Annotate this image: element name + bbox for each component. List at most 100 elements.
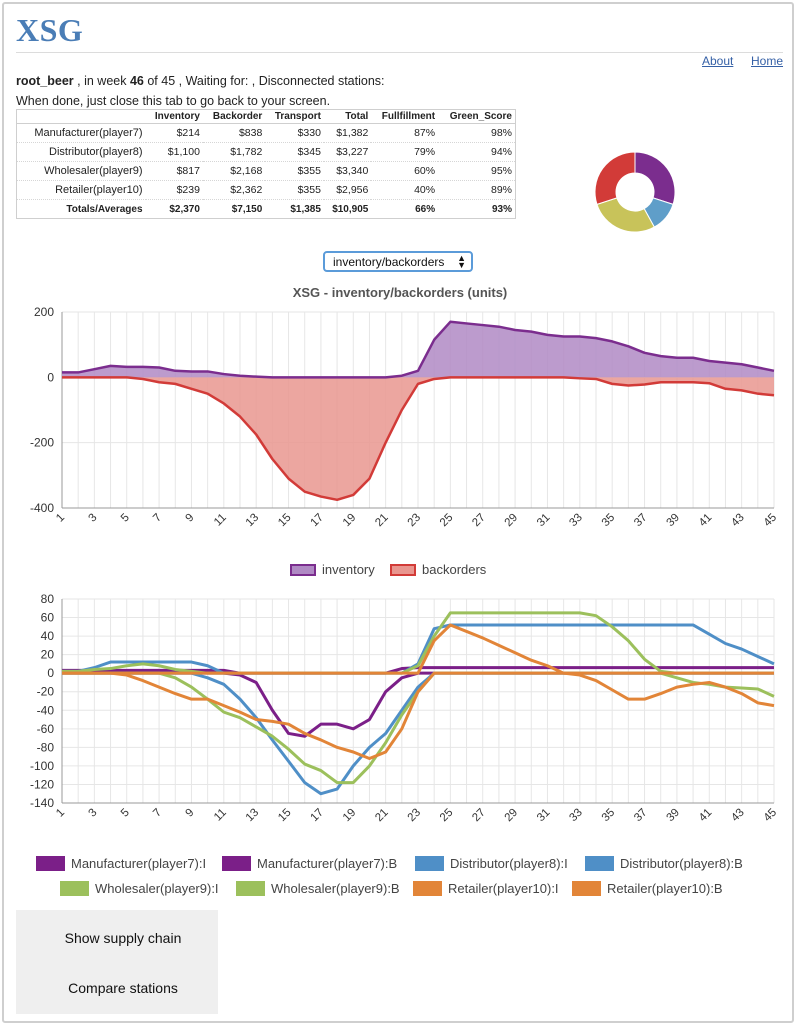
x-tick-label: 33 (567, 807, 585, 825)
x-tick-label: 37 (632, 807, 650, 825)
legend-swatch (60, 881, 89, 896)
x-tick-label: 45 (762, 807, 780, 825)
x-tick-label: 13 (244, 512, 262, 530)
y-tick-label: -120 (30, 777, 54, 791)
backorder-cost: $2,362 (202, 180, 266, 200)
legend-swatch (290, 564, 316, 576)
x-tick-label: 35 (600, 512, 618, 530)
x-tick-label: 9 (184, 807, 197, 820)
legend-item-Wholesaler(player9):B[interactable]: Wholesaler(player9):B (236, 881, 400, 896)
y-tick-label: 200 (34, 305, 54, 319)
backorder-cost: $838 (202, 123, 266, 143)
x-tick-label: 9 (184, 512, 197, 525)
x-tick-label: 45 (762, 512, 780, 530)
green-score: 89% (438, 180, 516, 200)
header-name (16, 109, 146, 124)
legend-item-inventory[interactable]: inventory (290, 562, 375, 577)
header-transport: Transport (265, 109, 324, 124)
legend-label: Wholesaler(player9):B (271, 881, 400, 896)
legend-item-backorders[interactable]: backorders (390, 562, 486, 577)
x-tick-label: 13 (244, 807, 262, 825)
y-tick-label: 0 (47, 666, 54, 680)
series-line-Retailer(player10):B (62, 671, 775, 760)
legend-label: inventory (322, 562, 375, 577)
green-score: 98% (438, 123, 516, 143)
x-tick-label: 19 (341, 512, 359, 530)
y-tick-label: -60 (37, 722, 55, 736)
green-score: 95% (438, 161, 516, 181)
table-row: Manufacturer(player7) $214 $838 $330 $1,… (16, 123, 516, 143)
total-cost: $3,227 (323, 142, 372, 162)
area-backorders (62, 377, 774, 500)
header-inventory: Inventory (145, 109, 203, 124)
total-cost: $3,340 (323, 161, 372, 181)
x-tick-label: 3 (86, 512, 99, 525)
x-tick-label: 11 (212, 512, 229, 529)
legend-swatch (222, 856, 251, 871)
x-tick-label: 5 (119, 807, 132, 820)
x-tick-label: 1 (54, 512, 67, 525)
compare-stations-button[interactable]: Compare stations (16, 966, 218, 1014)
legend-swatch (36, 856, 65, 871)
legend-swatch (572, 881, 601, 896)
x-tick-label: 41 (697, 807, 715, 825)
x-tick-label: 37 (632, 512, 650, 530)
legend-label: Manufacturer(player7):B (257, 856, 398, 871)
transport-cost: $345 (265, 142, 324, 162)
legend-label: Distributor(player8):I (450, 856, 568, 871)
x-tick-label: 33 (567, 512, 585, 530)
chart-type-select[interactable]: inventory/backorders ▲ ▼ (323, 251, 473, 272)
legend-item-Distributor(player8):B[interactable]: Distributor(player8):B (585, 856, 743, 871)
show-supply-chain-label: Show supply chain (64, 930, 182, 946)
legend-item-Wholesaler(player9):I[interactable]: Wholesaler(player9):I (60, 881, 219, 896)
x-tick-label: 7 (151, 807, 164, 820)
y-tick-label: -400 (30, 501, 54, 515)
legend-label: Retailer(player10):B (607, 881, 723, 896)
x-tick-label: 41 (697, 512, 715, 530)
x-tick-label: 5 (119, 512, 132, 525)
transport-cost: $355 (265, 180, 324, 200)
table-row: Wholesaler(player9) $817 $2,168 $355 $3,… (16, 161, 516, 181)
legend-item-Retailer(player10):B[interactable]: Retailer(player10):B (572, 881, 723, 896)
fulfillment-rate: 87% (371, 123, 439, 143)
x-tick-label: 21 (373, 512, 391, 530)
stats-table: Inventory Backorder Transport Total Full… (16, 109, 516, 219)
average-green-score: 93% (438, 199, 516, 219)
done-instructions: When done, just close this tab to go bac… (16, 94, 331, 108)
x-tick-label: 23 (406, 807, 424, 825)
fulfillment-rate: 40% (371, 180, 439, 200)
x-tick-label: 19 (341, 807, 359, 825)
y-tick-label: 0 (47, 370, 54, 384)
legend-swatch (415, 856, 444, 871)
series-line-inventory (62, 320, 775, 379)
show-supply-chain-button[interactable]: Show supply chain (16, 910, 218, 966)
legend-item-Retailer(player10):I[interactable]: Retailer(player10):I (413, 881, 559, 896)
legend-item-Manufacturer(player7):I[interactable]: Manufacturer(player7):I (36, 856, 206, 871)
transport-cost: $355 (265, 161, 324, 181)
series-line-Wholesaler(player9):I (62, 611, 774, 675)
x-tick-label: 1 (54, 807, 67, 820)
header-green-score: Green_Score (438, 109, 516, 124)
total-backorder: $7,150 (202, 199, 266, 219)
area-inventory (62, 321, 774, 378)
inventory-cost: $214 (145, 123, 203, 143)
total-inventory: $2,370 (145, 199, 203, 219)
app-logo: XSG (16, 12, 84, 48)
station-name: Wholesaler(player9) (16, 161, 146, 181)
x-tick-label: 7 (151, 512, 164, 525)
series-line-backorders (62, 376, 775, 502)
totals-row: Totals/Averages $2,370 $7,150 $1,385 $10… (16, 199, 516, 219)
totals-label: Totals/Averages (16, 199, 146, 219)
x-tick-label: 23 (406, 512, 424, 530)
y-tick-label: 60 (41, 611, 55, 625)
legend-item-Distributor(player8):I[interactable]: Distributor(player8):I (415, 856, 568, 871)
home-link[interactable]: Home (751, 54, 784, 68)
select-arrows-icon: ▲ ▼ (457, 253, 466, 270)
about-link[interactable]: About (702, 54, 734, 68)
inventory-cost: $1,100 (145, 142, 203, 162)
legend-item-Manufacturer(player7):B[interactable]: Manufacturer(player7):B (222, 856, 397, 871)
y-tick-label: -100 (30, 759, 54, 773)
x-tick-label: 25 (438, 807, 456, 825)
